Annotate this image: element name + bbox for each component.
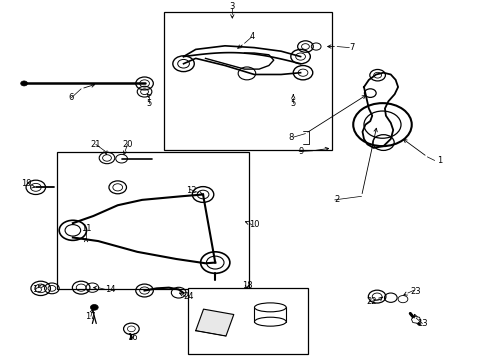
Text: 15: 15 [32, 285, 43, 294]
Text: 14: 14 [105, 285, 116, 294]
Bar [163, 12, 331, 150]
Bar [188, 288, 307, 354]
Text: 7: 7 [348, 43, 354, 52]
Text: 23: 23 [409, 287, 420, 296]
Text: 24: 24 [183, 292, 194, 301]
Text: 21: 21 [90, 140, 101, 149]
Text: 22: 22 [366, 297, 376, 306]
Text: 8: 8 [287, 133, 293, 142]
Text: 18: 18 [241, 282, 252, 291]
Text: 6: 6 [69, 93, 74, 102]
Text: 11: 11 [81, 224, 91, 233]
Text: 10: 10 [249, 220, 259, 229]
Text: 2: 2 [334, 195, 339, 204]
Bar [57, 152, 249, 289]
Text: 5: 5 [290, 99, 295, 108]
Ellipse shape [254, 303, 285, 312]
Text: 19: 19 [21, 179, 32, 188]
Text: 5: 5 [146, 99, 152, 108]
Text: 1: 1 [436, 156, 442, 165]
Text: 4: 4 [249, 32, 254, 41]
Text: 9: 9 [298, 147, 303, 156]
Ellipse shape [254, 317, 285, 326]
Text: 16: 16 [127, 333, 138, 342]
Text: 13: 13 [416, 319, 427, 328]
Text: 3: 3 [229, 2, 235, 11]
Circle shape [90, 305, 98, 310]
Text: 20: 20 [122, 140, 132, 149]
Polygon shape [195, 309, 233, 336]
Text: 17: 17 [85, 312, 96, 321]
Circle shape [20, 81, 27, 86]
Text: 12: 12 [185, 186, 196, 195]
